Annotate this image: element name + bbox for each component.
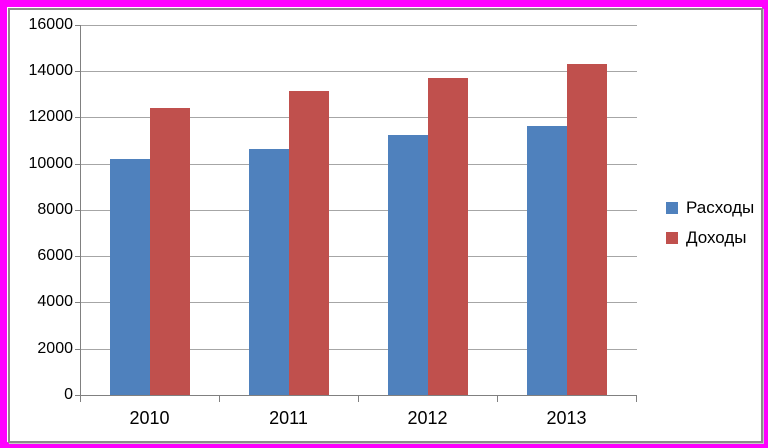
y-axis-tick-16000	[75, 25, 81, 26]
y-axis-tick-2000	[75, 349, 81, 350]
legend-item-series1: Расходы	[666, 198, 754, 218]
y-gridline-6000	[81, 256, 637, 257]
y-axis-tick-label-2000: 2000	[37, 340, 73, 357]
y-axis-tick-10000	[75, 164, 81, 165]
y-axis-tick-14000	[75, 71, 81, 72]
y-gridline-10000	[81, 164, 637, 165]
x-axis-label-2011: 2011	[269, 408, 308, 428]
x-axis-tick-0	[80, 396, 81, 402]
legend-swatch-icon	[666, 202, 678, 214]
y-axis-tick-label-10000: 10000	[28, 155, 74, 172]
legend-label: Расходы	[686, 198, 755, 217]
y-axis-tick-6000	[75, 256, 81, 257]
y-axis-tick-8000	[75, 210, 81, 211]
bar-series2-2010	[150, 108, 190, 395]
bar-series1-2011	[249, 149, 289, 395]
bar-series2-2013	[567, 64, 607, 395]
y-axis-tick-label-6000: 6000	[37, 247, 73, 264]
x-axis-tick-2	[358, 396, 359, 402]
x-axis-tick-1	[219, 396, 220, 402]
legend-label: Доходы	[686, 228, 747, 247]
y-axis-tick-label-4000: 4000	[37, 293, 73, 310]
chart-canvas: 0 2000 4000 6000 8000 10000 12000 14000 16000 201…	[10, 10, 761, 441]
y-gridline-14000	[81, 71, 637, 72]
y-gridline-2000	[81, 349, 637, 350]
legend-swatch-icon	[666, 232, 678, 244]
bar-series2-2011	[289, 91, 329, 395]
bar-series1-2013	[527, 126, 567, 395]
y-axis-tick-label-14000: 14000	[28, 62, 74, 79]
y-axis-tick-0	[75, 395, 81, 396]
x-axis-tick-3	[497, 396, 498, 402]
legend: Расходы Доходы	[666, 198, 754, 248]
y-axis-tick-label-12000: 12000	[28, 108, 74, 125]
y-axis-tick-12000	[75, 117, 81, 118]
plot-area	[80, 25, 637, 396]
y-gridline-4000	[81, 302, 637, 303]
y-axis-tick-label-8000: 8000	[37, 201, 73, 218]
x-axis-label-2013: 2013	[546, 408, 587, 428]
x-axis-tick-4	[636, 396, 637, 402]
y-axis-tick-label-16000: 16000	[28, 16, 74, 33]
bar-series1-2010	[110, 159, 150, 395]
y-axis-tick-4000	[75, 302, 81, 303]
legend-item-series2: Доходы	[666, 228, 754, 248]
x-axis-label-2012: 2012	[407, 408, 448, 428]
y-gridline-12000	[81, 117, 637, 118]
y-axis-tick-label-0: 0	[64, 386, 73, 403]
bar-series1-2012	[388, 135, 428, 395]
bar-series2-2012	[428, 78, 468, 395]
x-axis-label-2010: 2010	[129, 408, 170, 428]
chart-frame: 0 2000 4000 6000 8000 10000 12000 14000 16000 201…	[8, 8, 763, 443]
y-gridline-16000	[81, 25, 637, 26]
y-gridline-8000	[81, 210, 637, 211]
